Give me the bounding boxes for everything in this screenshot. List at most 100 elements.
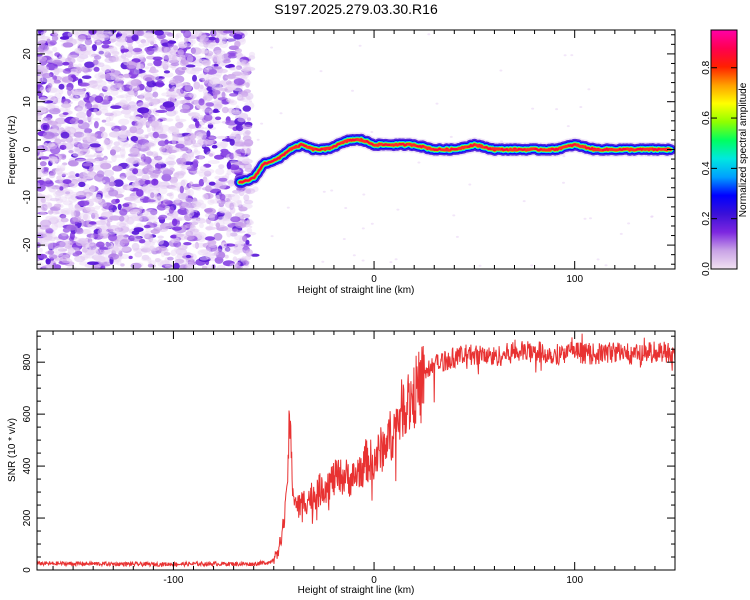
noise-blob xyxy=(118,250,123,258)
noise-blob xyxy=(123,196,136,201)
noise-blob xyxy=(215,30,221,38)
noise-blob xyxy=(156,204,167,211)
noise-blob xyxy=(186,55,194,63)
noise-blob xyxy=(181,179,188,185)
noise-blob xyxy=(216,135,228,139)
noise-blob xyxy=(114,193,124,198)
noise-blob xyxy=(175,143,185,149)
noise-blob xyxy=(40,36,51,40)
noise-blob xyxy=(192,243,199,248)
noise-blob xyxy=(104,51,111,58)
noise-blob xyxy=(185,153,195,161)
noise-blob xyxy=(146,151,154,156)
noise-blob xyxy=(55,211,60,215)
noise-blob xyxy=(59,241,71,247)
signal-track xyxy=(232,132,675,190)
noise-blob xyxy=(173,199,183,206)
noise-blob xyxy=(215,116,222,121)
noise-blob xyxy=(133,227,144,233)
noise-blob xyxy=(82,116,94,121)
noise-blob xyxy=(168,140,179,145)
noise-blob xyxy=(214,86,224,91)
noise-blob xyxy=(204,107,213,116)
noise-blob xyxy=(94,225,106,229)
noise-blob xyxy=(499,69,503,72)
noise-blob xyxy=(204,236,216,241)
noise-blob xyxy=(69,171,76,177)
noise-blob xyxy=(361,259,365,262)
noise-blob xyxy=(129,203,137,208)
noise-blob xyxy=(226,84,235,91)
noise-blob xyxy=(147,263,154,268)
noise-blob xyxy=(555,108,559,111)
noise-blob xyxy=(43,180,54,187)
noise-blob xyxy=(237,59,247,65)
noise-blob xyxy=(37,237,46,243)
noise-blob xyxy=(237,199,243,207)
noise-blob xyxy=(205,185,212,192)
noise-blob xyxy=(199,77,206,83)
noise-blob xyxy=(37,266,41,269)
noise-blob xyxy=(82,67,89,74)
noise-blob xyxy=(110,124,115,129)
noise-blob xyxy=(199,34,209,42)
noise-blob xyxy=(78,54,89,60)
signal-peak-segment xyxy=(339,138,350,145)
noise-blob xyxy=(100,64,112,73)
noise-blob xyxy=(202,168,215,174)
noise-blob xyxy=(180,157,187,166)
noise-blob xyxy=(212,92,218,99)
noise-blob xyxy=(179,54,186,61)
noise-blob xyxy=(179,59,189,67)
noise-blob xyxy=(186,127,192,133)
noise-blob xyxy=(226,38,237,42)
noise-blob xyxy=(88,49,95,58)
noise-blob xyxy=(108,181,116,187)
noise-blob xyxy=(56,175,62,181)
noise-blob xyxy=(119,208,128,216)
noise-blob xyxy=(197,73,210,80)
noise-blob xyxy=(152,131,159,139)
noise-blob xyxy=(192,142,202,148)
noise-blob xyxy=(67,53,72,62)
noise-blob xyxy=(209,77,221,85)
noise-blob xyxy=(101,188,107,194)
noise-blob xyxy=(220,209,230,214)
colorbar-tick-label: 0.0 xyxy=(701,262,712,276)
noise-blob xyxy=(197,237,206,243)
noise-blob xyxy=(103,91,111,97)
noise-blob xyxy=(188,93,193,98)
noise-blob xyxy=(185,230,194,237)
noise-blob xyxy=(131,33,139,42)
noise-blob xyxy=(42,236,51,242)
noise-blob xyxy=(389,261,393,264)
noise-blob xyxy=(194,129,207,137)
noise-blob xyxy=(43,201,53,209)
noise-blob xyxy=(205,102,215,107)
noise-blob xyxy=(50,146,61,155)
noise-blob xyxy=(244,139,254,147)
noise-blob xyxy=(168,206,175,214)
noise-blob xyxy=(95,80,107,87)
noise-blob xyxy=(174,258,185,264)
noise-blob xyxy=(179,185,184,194)
noise-blob xyxy=(240,71,251,76)
noise-blob xyxy=(226,98,232,102)
noise-blob xyxy=(160,250,165,258)
noise-blob xyxy=(185,264,195,269)
noise-blob xyxy=(41,107,48,111)
colorbar-tick-label: 0.2 xyxy=(701,211,712,225)
noise-blob xyxy=(216,214,224,220)
noise-blob xyxy=(248,51,256,58)
noise-blob xyxy=(103,169,115,177)
noise-blob xyxy=(229,67,236,71)
noise-blob xyxy=(69,247,80,251)
noise-blob xyxy=(232,256,238,263)
noise-blob xyxy=(215,168,225,175)
noise-blob xyxy=(195,155,206,160)
noise-blob xyxy=(150,174,159,179)
noise-blob xyxy=(150,229,160,235)
noise-blob xyxy=(106,221,111,227)
snr-x-tick-label: -100 xyxy=(163,575,183,586)
noise-blob xyxy=(153,108,158,115)
